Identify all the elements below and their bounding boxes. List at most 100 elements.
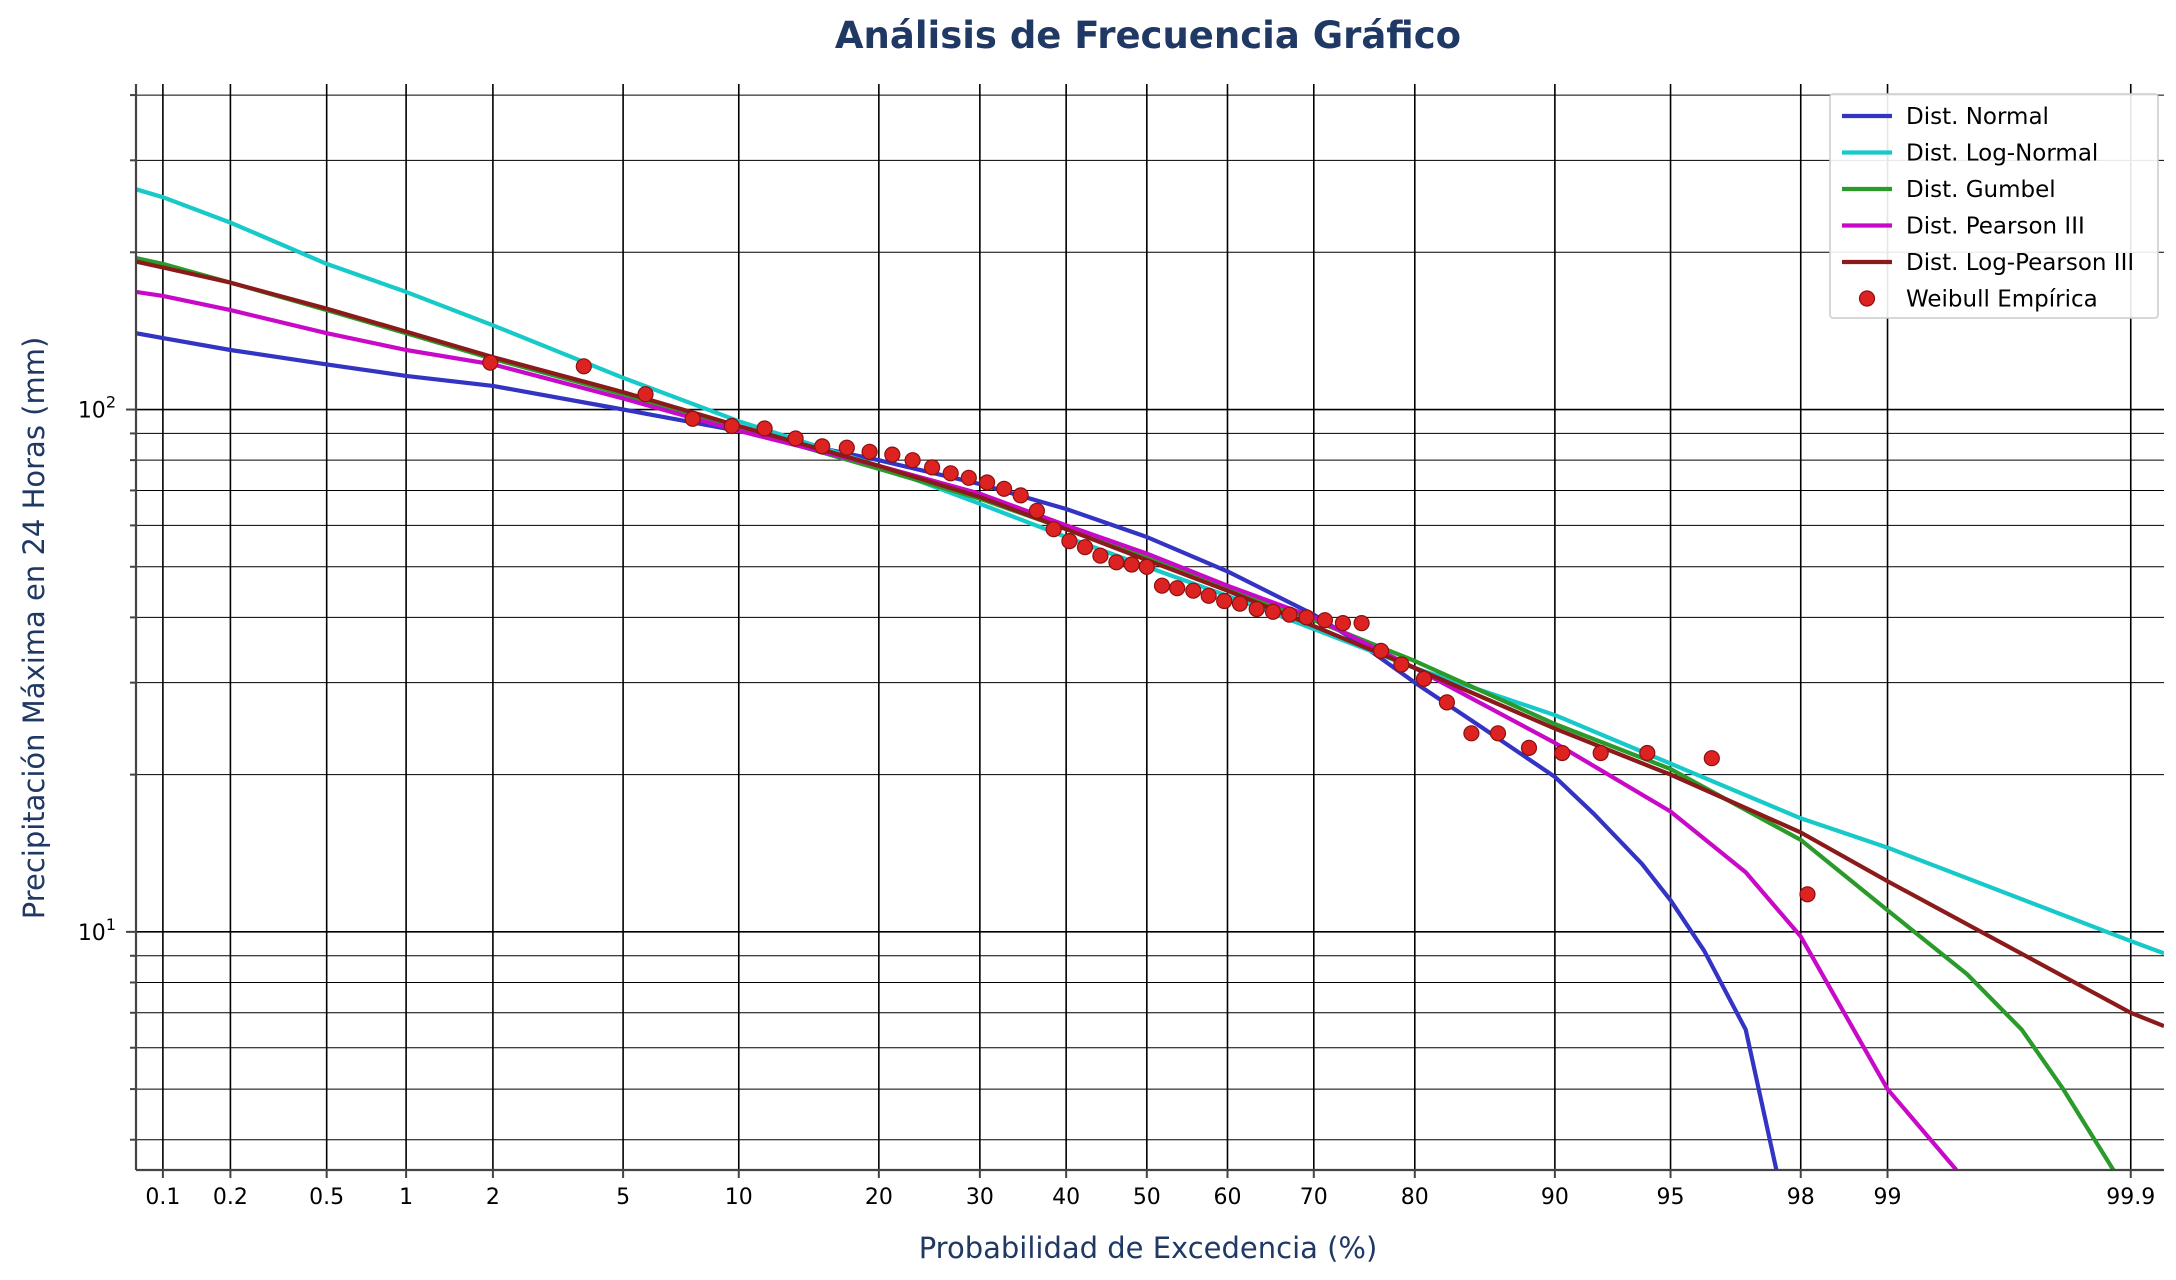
weibull-points xyxy=(482,354,1816,903)
y-axis-label: Precipitación Máxima en 24 Horas (mm) xyxy=(17,337,51,920)
legend-item-dist-log-pearson-iii: Dist. Log-Pearson III xyxy=(1842,250,2134,276)
weibull-point xyxy=(1061,532,1078,550)
weibull-point xyxy=(1639,744,1656,762)
weibull-point xyxy=(1393,656,1410,673)
weibull-point xyxy=(1200,587,1217,604)
weibull-point xyxy=(995,480,1013,497)
weibull-point xyxy=(1045,521,1062,538)
weibull-point xyxy=(814,438,831,455)
weibull-point xyxy=(923,459,941,476)
weibull-point xyxy=(1353,614,1370,632)
weibull-point xyxy=(1248,600,1265,618)
x-tick-label: 0.5 xyxy=(309,1185,344,1210)
weibull-point xyxy=(1138,558,1155,575)
x-tick-label: 0.2 xyxy=(213,1185,248,1210)
legend-item-dist-pearson-iii: Dist. Pearson III xyxy=(1842,214,2085,240)
weibull-point xyxy=(884,446,901,463)
x-tick-label: 90 xyxy=(1541,1185,1569,1210)
weibull-point xyxy=(575,358,592,375)
weibull-point xyxy=(1231,595,1249,612)
x-tick-label: 0.1 xyxy=(145,1185,180,1210)
weibull-point xyxy=(787,430,804,447)
weibull-point xyxy=(1185,582,1202,599)
legend-item-weibull-empirica: Weibull Empírica xyxy=(1858,287,2098,313)
weibull-point xyxy=(684,410,701,427)
weibull-point xyxy=(1012,487,1029,504)
weibull-point xyxy=(1298,609,1315,626)
x-axis-label: Probabilidad de Excedencia (%) xyxy=(919,1231,1378,1265)
x-tick-label: 5 xyxy=(616,1185,630,1210)
x-tick-label: 98 xyxy=(1787,1185,1815,1210)
weibull-point xyxy=(1554,744,1571,762)
weibull-point xyxy=(1592,744,1609,762)
x-tick-labels: 0.1 0.2 0.5 1 2 5 10 20 30 40 50 60 70 80 90 95 98 99 99.9 xyxy=(145,1185,2155,1210)
x-tick-label: 10 xyxy=(725,1185,753,1210)
legend-label: Weibull Empírica xyxy=(1906,287,2098,313)
weibull-point xyxy=(1334,614,1352,632)
x-tick-label: 20 xyxy=(865,1185,893,1210)
x-tick-label: 30 xyxy=(966,1185,994,1210)
weibull-point xyxy=(1076,539,1094,556)
legend-label: Dist. Pearson III xyxy=(1906,214,2085,240)
weibull-point xyxy=(1489,725,1507,742)
weibull-point xyxy=(1281,606,1298,623)
series-layer xyxy=(136,187,2164,1170)
series-dist-log-pearson-iii xyxy=(136,259,2164,1029)
y-tick-label: 102 xyxy=(78,393,116,424)
x-tick-label: 2 xyxy=(486,1185,500,1210)
weibull-point xyxy=(978,474,996,491)
legend-swatch xyxy=(1858,290,1876,307)
weibull-point xyxy=(756,420,773,437)
y-tick-label: 101 xyxy=(78,915,116,946)
weibull-point xyxy=(861,443,878,460)
weibull-point xyxy=(637,386,654,403)
x-tick-label: 99 xyxy=(1874,1185,1902,1210)
x-tick-label: 99.9 xyxy=(2106,1185,2155,1210)
x-tick-label: 50 xyxy=(1133,1185,1161,1210)
x-tick-label: 40 xyxy=(1052,1185,1080,1210)
legend-item-dist-normal: Dist. Normal xyxy=(1842,104,2049,130)
weibull-point xyxy=(1316,612,1334,629)
legend-box xyxy=(1829,93,2159,319)
x-tick-label: 70 xyxy=(1300,1185,1328,1210)
weibull-point xyxy=(838,439,855,456)
chart-title: Análisis de Frecuencia Gráfico xyxy=(835,14,1461,57)
weibull-point xyxy=(1092,547,1109,564)
x-tick-label: 60 xyxy=(1213,1185,1241,1210)
weibull-point xyxy=(1372,642,1390,660)
x-tick-label: 1 xyxy=(399,1185,413,1210)
weibull-point xyxy=(1415,670,1433,688)
legend-label: Dist. Normal xyxy=(1906,104,2049,130)
legend-label: Dist. Log-Pearson III xyxy=(1906,250,2134,276)
weibull-point xyxy=(1028,502,1046,519)
legend-item-dist-log-normal: Dist. Log-Normal xyxy=(1842,141,2098,167)
weibull-point xyxy=(1463,725,1480,742)
weibull-point xyxy=(1438,694,1456,711)
weibull-point xyxy=(1799,886,1816,903)
x-tick-label: 80 xyxy=(1401,1185,1429,1210)
x-tick-label: 95 xyxy=(1657,1185,1685,1210)
weibull-point xyxy=(1703,750,1720,767)
weibull-point xyxy=(1123,556,1140,573)
weibull-point xyxy=(1169,580,1186,597)
weibull-point xyxy=(960,469,977,486)
weibull-point xyxy=(904,452,921,469)
legend-label: Dist. Log-Normal xyxy=(1906,141,2098,167)
series-dist-pearson-iii xyxy=(136,289,1958,1170)
series-dist-gumbel xyxy=(136,255,2116,1170)
weibull-point xyxy=(1216,592,1233,610)
legend: Dist. Normal Dist. Log-Normal Dist. Gumbel… xyxy=(1829,93,2159,319)
weibull-point xyxy=(1108,554,1125,571)
weibull-point xyxy=(723,417,740,435)
series-dist-normal xyxy=(136,331,1779,1170)
weibull-point xyxy=(482,354,499,371)
legend-item-dist-gumbel: Dist. Gumbel xyxy=(1842,177,2056,203)
legend-label: Dist. Gumbel xyxy=(1906,177,2056,203)
weibull-point xyxy=(1264,603,1282,620)
weibull-point xyxy=(942,465,959,482)
y-tick-labels: 101 102 xyxy=(78,393,116,946)
weibull-point xyxy=(1520,739,1538,757)
axes-frame xyxy=(126,84,2164,1178)
weibull-point xyxy=(1153,577,1171,594)
